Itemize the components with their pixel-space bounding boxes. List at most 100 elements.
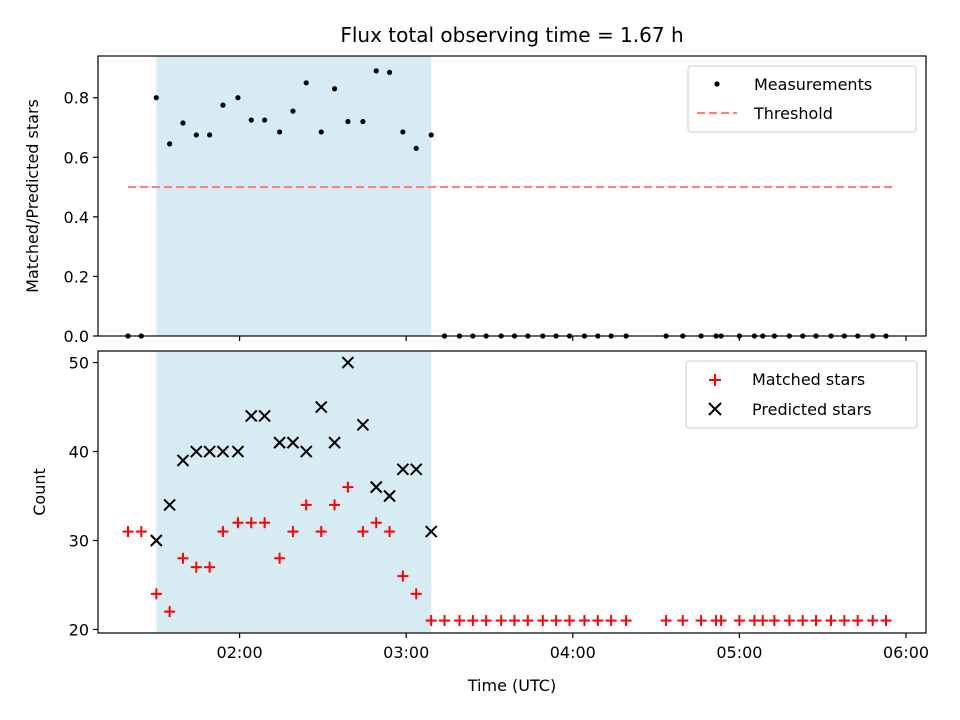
matched-stars-point-37 [660, 615, 672, 627]
legend-label-measurements: Measurements [754, 75, 872, 94]
measurement-point-18 [373, 68, 379, 74]
bottom-y-tick-label-30: 30 [69, 531, 89, 550]
predicted-stars-point-17 [383, 489, 396, 503]
predicted-stars-point-8 [258, 409, 271, 423]
matched-stars-point-33 [578, 615, 590, 627]
matched-stars-point-12 [287, 526, 299, 538]
predicted-stars-point-18 [396, 463, 410, 476]
matched-stars-point-24 [454, 615, 466, 627]
matched-stars-point-47 [797, 615, 809, 627]
measurement-point-4 [180, 120, 186, 126]
top-y-tick-label-0-6: 0.6 [64, 148, 89, 167]
x-tick-label-06-00: 06:00 [883, 643, 929, 662]
predicted-stars-point-15 [356, 418, 370, 432]
bottom-y-axis-label: Count [30, 468, 49, 516]
matched-stars-point-20 [397, 570, 409, 582]
matched-stars-point-38 [677, 615, 689, 627]
x-axis-label: Time (UTC) [467, 676, 556, 695]
matched-stars-point-28 [508, 615, 520, 627]
predicted-stars-point-0 [150, 534, 163, 547]
predicted-stars-point-11 [300, 445, 313, 458]
predicted-stars-point-5 [216, 445, 230, 458]
measurement-point-8 [235, 95, 241, 101]
bottom-shaded-span [156, 351, 432, 633]
legend-label-matched-stars: Matched stars [752, 370, 865, 389]
matched-stars-point-0 [122, 526, 134, 538]
matched-stars-point-46 [783, 615, 795, 627]
top-y-tick-label-0-0: 0.0 [64, 327, 89, 346]
measurement-point-16 [345, 118, 351, 125]
matched-stars-point-45 [768, 615, 780, 627]
top-legend: Measurements Threshold [687, 65, 917, 133]
chart-title: Flux total observing time = 1.67 h [340, 23, 683, 47]
predicted-stars-point-12 [315, 400, 328, 414]
top-panel: 0.00.20.40.60.8 Matched/Predicted stars … [23, 55, 927, 346]
matched-stars-point-44 [757, 615, 769, 627]
measurement-point-15 [331, 86, 338, 92]
matched-stars-point-6 [204, 561, 216, 573]
predicted-stars-point-16 [370, 480, 383, 494]
measurement-point-9 [248, 117, 254, 123]
top-axes-frame [97, 55, 927, 337]
matched-stars-point-11 [274, 552, 286, 564]
matched-stars-point-48 [810, 615, 822, 627]
matched-stars-point-34 [592, 615, 604, 627]
top-plot-area [125, 68, 893, 339]
top-y-axis-label: Matched/Predicted stars [23, 99, 42, 293]
bottom-legend-box [685, 360, 918, 429]
bottom-y-tick-label-50: 50 [69, 354, 89, 373]
matched-stars-point-51 [852, 615, 864, 627]
bottom-legend: Matched stars Predicted stars [685, 360, 918, 429]
matched-stars-point-4 [177, 552, 189, 564]
matched-stars-point-26 [480, 615, 492, 627]
measurement-point-10 [261, 117, 268, 123]
x-tick-label-04-00: 04:00 [550, 643, 596, 662]
predicted-stars-point-4 [203, 445, 216, 458]
bottom-observing-span [156, 351, 432, 633]
legend-marker-predicted-stars [708, 402, 722, 416]
predicted-stars-point-2 [176, 454, 190, 467]
predicted-stars-point-20 [424, 525, 438, 538]
matched-stars-point-7 [217, 526, 229, 538]
matched-stars-point-5 [190, 561, 202, 573]
predicted-stars-point-6 [231, 445, 245, 458]
predicted-stars-point-19 [409, 463, 423, 476]
bottom-y-ticks: 20 30 40 50 [69, 354, 98, 639]
matched-stars-point-19 [384, 526, 396, 538]
measurement-point-12 [290, 108, 296, 114]
matched-stars-point-9 [245, 517, 257, 529]
measurement-point-14 [318, 129, 324, 135]
bottom-plot-area [122, 356, 892, 627]
matched-stars-point-13 [300, 499, 312, 511]
matched-stars-point-32 [563, 615, 575, 627]
matched-stars-point-21 [410, 588, 422, 600]
matched-stars-point-16 [342, 481, 354, 493]
predicted-stars-point-1 [163, 498, 176, 512]
top-y-tick-label-0-2: 0.2 [64, 267, 89, 286]
matched-stars-point-2 [150, 588, 162, 600]
x-tick-label-05-00: 05:00 [716, 643, 762, 662]
matched-stars-point-30 [537, 615, 549, 627]
measurement-point-6 [207, 132, 213, 138]
x-tick-label-03-00: 03:00 [383, 643, 429, 662]
matched-stars-point-52 [867, 615, 879, 627]
matched-stars-point-10 [259, 517, 271, 529]
legend-marker-matched-stars [709, 374, 721, 386]
top-shaded-span [156, 56, 432, 336]
matched-stars-point-41 [715, 615, 727, 627]
measurement-point-5 [193, 132, 199, 138]
top-x-ticks [239, 336, 907, 341]
matched-stars-point-23 [439, 615, 451, 627]
matched-stars-point-53 [880, 615, 892, 627]
legend-label-threshold: Threshold [753, 104, 833, 123]
matched-stars-point-8 [232, 517, 244, 529]
bottom-y-tick-label-20: 20 [69, 620, 89, 639]
matched-stars-point-17 [357, 526, 369, 538]
top-observing-span [156, 56, 432, 336]
matched-stars-point-42 [733, 615, 745, 627]
matched-stars-point-18 [370, 517, 382, 529]
predicted-stars-point-3 [190, 445, 203, 458]
matched-stars-point-14 [315, 526, 327, 538]
measurement-point-20 [400, 129, 406, 135]
matched-stars-point-1 [135, 526, 147, 538]
